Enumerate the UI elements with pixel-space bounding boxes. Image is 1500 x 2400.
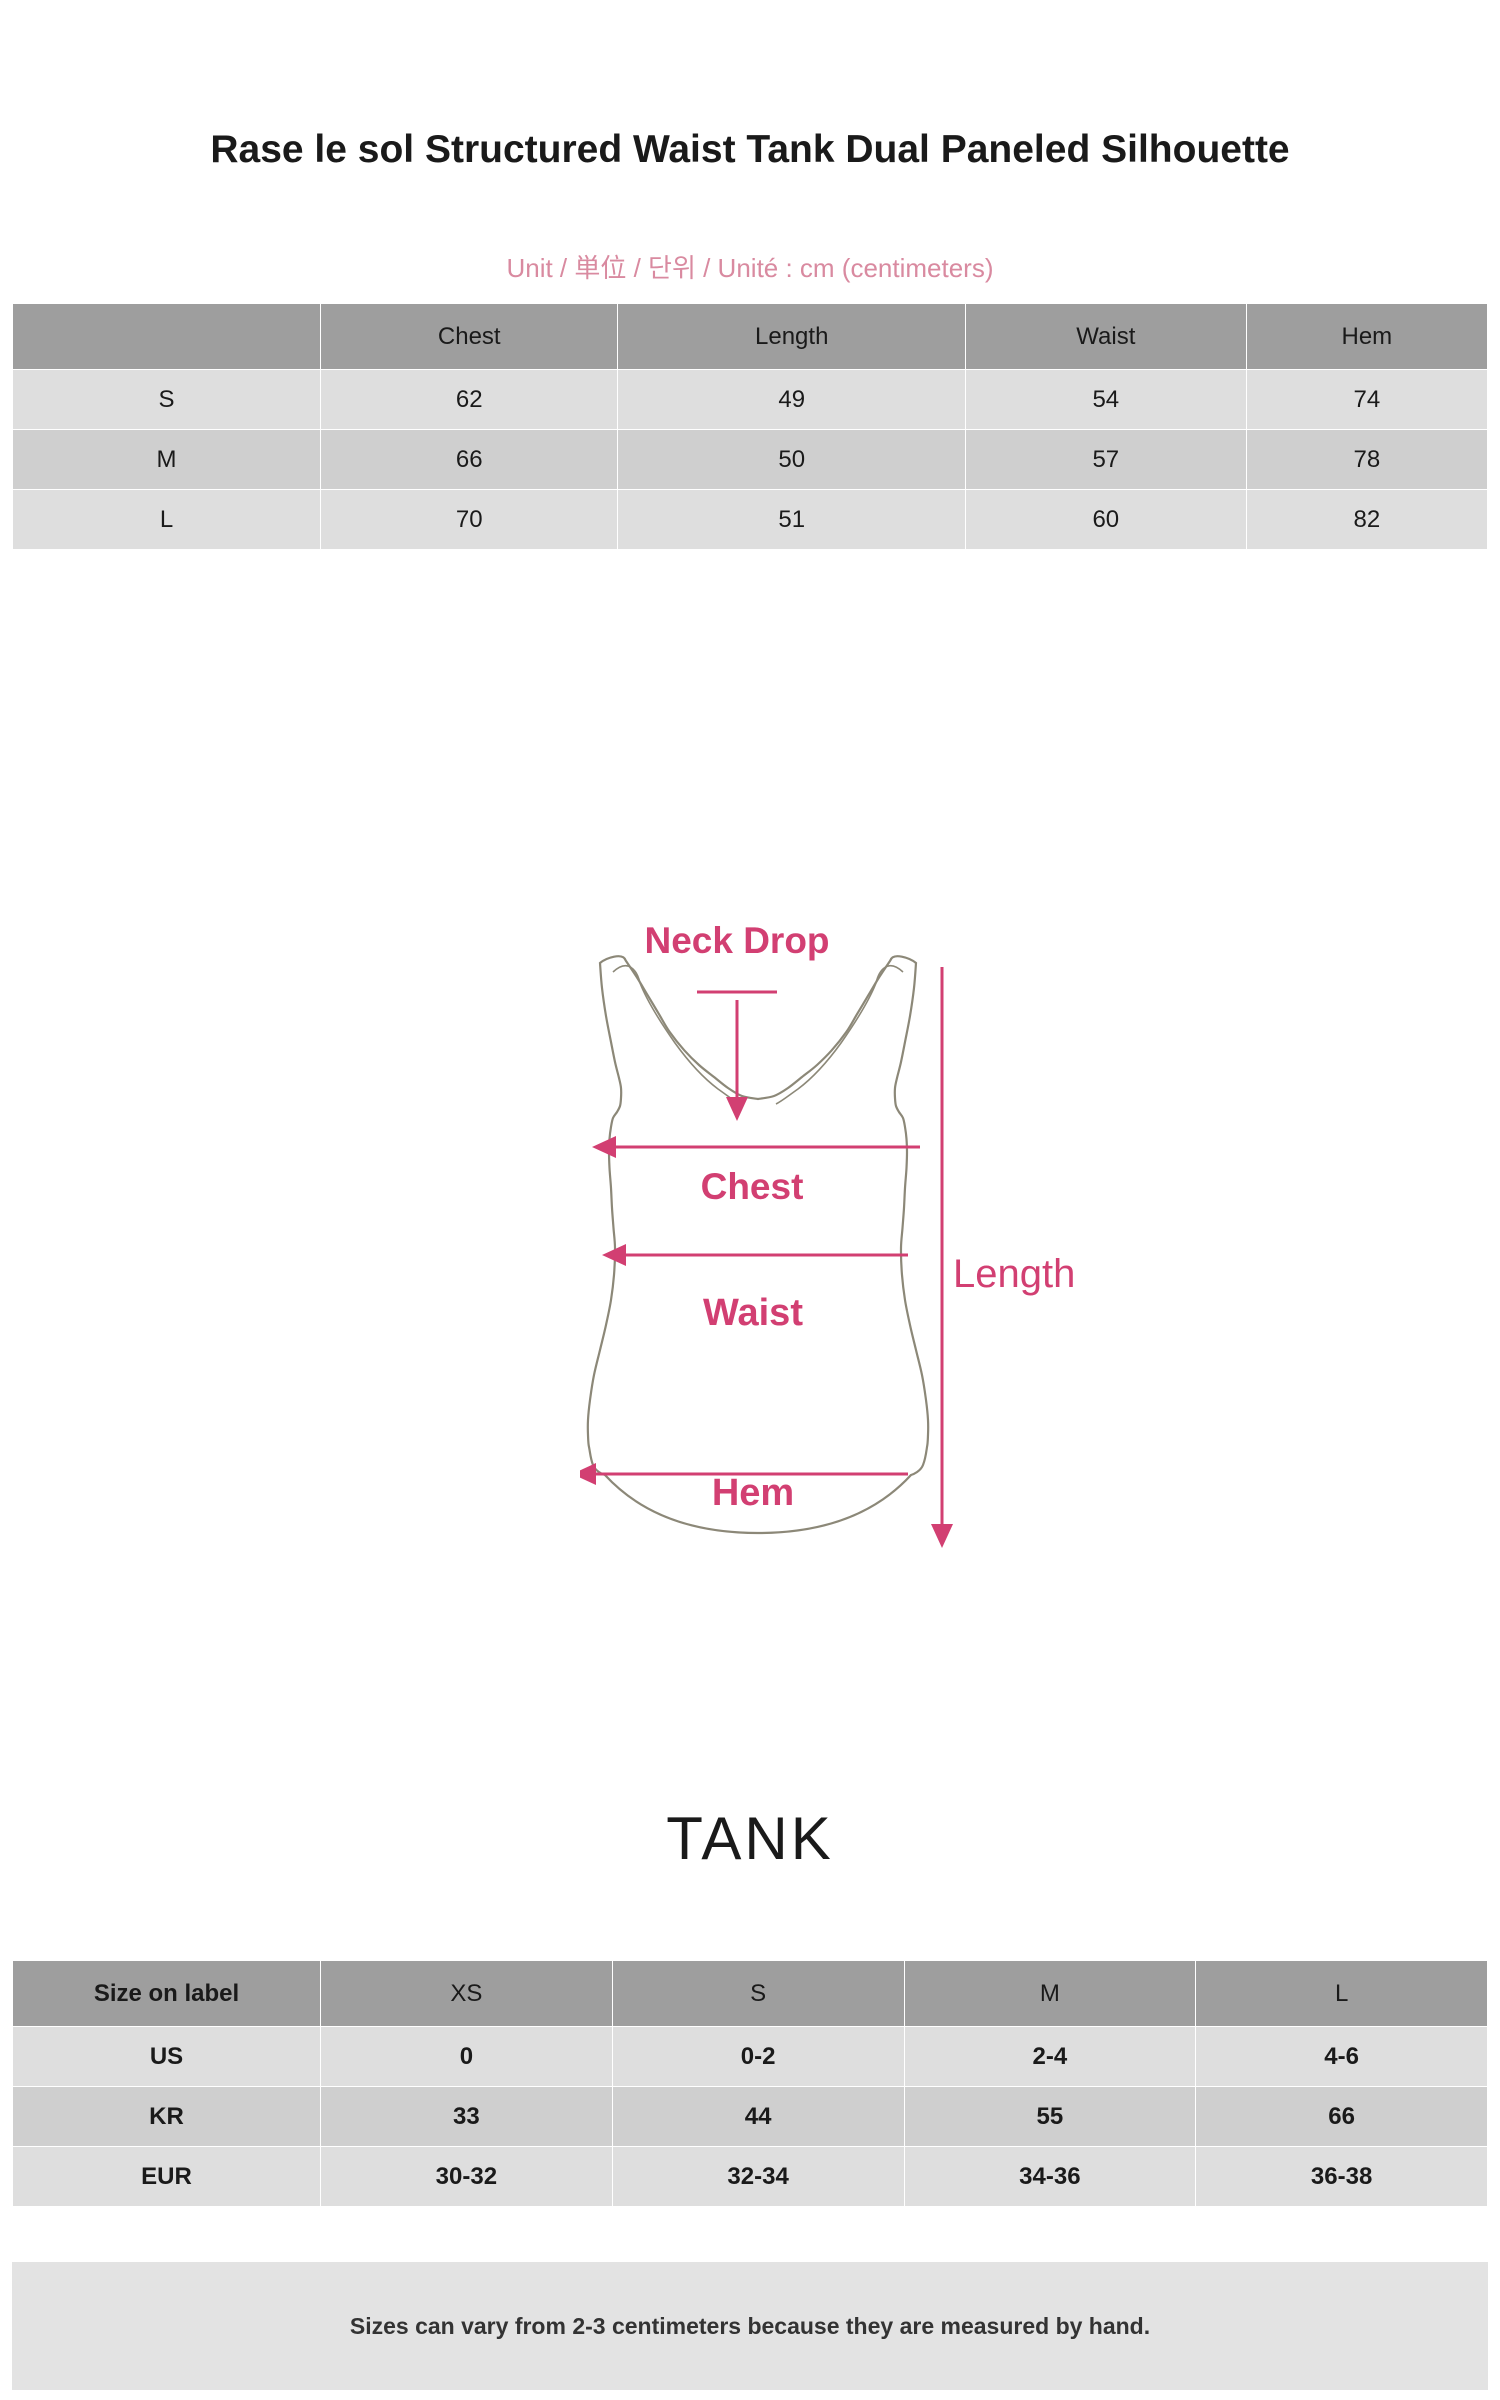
- svg-text:Length: Length: [953, 1252, 1075, 1296]
- svg-text:Chest: Chest: [701, 1166, 804, 1207]
- svg-text:Hem: Hem: [712, 1472, 794, 1514]
- svg-text:Neck Drop: Neck Drop: [644, 920, 829, 961]
- svg-text:Waist: Waist: [703, 1292, 803, 1334]
